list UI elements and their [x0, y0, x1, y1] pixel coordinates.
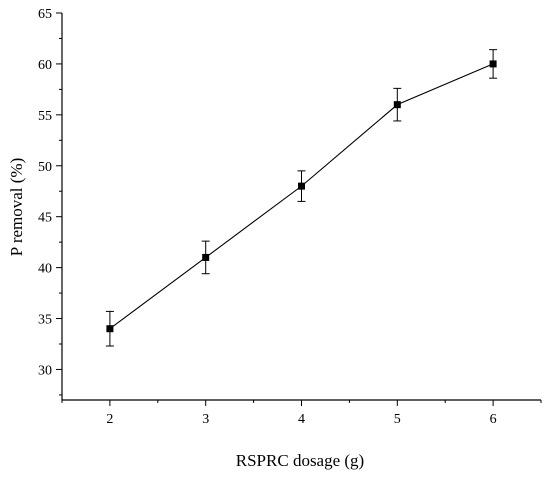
y-tick-label: 40 — [38, 262, 52, 277]
data-point — [298, 182, 305, 190]
data-point — [393, 101, 401, 109]
y-tick-label: 35 — [38, 313, 52, 328]
x-axis-title: RSPRC dosage (g) — [236, 451, 364, 470]
y-tick-label: 30 — [38, 363, 52, 378]
y-tick-label: 50 — [38, 160, 52, 175]
data-point — [489, 60, 497, 68]
x-tick-label: 4 — [298, 412, 305, 427]
axes — [61, 13, 541, 401]
y-tick-label: 55 — [38, 109, 52, 124]
x-tick-label: 2 — [106, 412, 113, 427]
y-axis-title: P removal (%) — [7, 158, 26, 257]
data-point — [202, 253, 210, 261]
y-tick-label: 60 — [38, 58, 52, 73]
y-tick-label: 65 — [38, 7, 52, 22]
data-point — [106, 325, 114, 333]
x-tick-label: 5 — [394, 412, 401, 427]
x-tick-label: 3 — [202, 412, 209, 427]
x-tick-label: 6 — [490, 412, 497, 427]
data-series — [105, 49, 498, 347]
y-tick-label: 45 — [38, 211, 52, 226]
